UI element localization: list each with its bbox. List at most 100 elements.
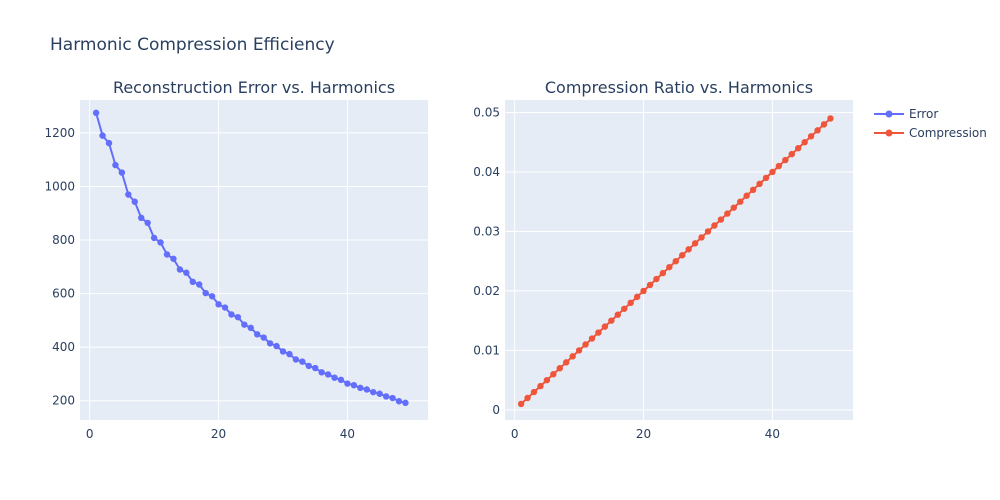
data-point: [795, 144, 802, 152]
axis-ticks-error: 0 20 40 200 400 600 800 1000 1200: [44, 126, 355, 441]
y-tick-label: 0.05: [473, 105, 500, 119]
data-point: [99, 132, 106, 139]
data-point: [704, 228, 712, 235]
data-point: [221, 304, 229, 311]
subplot-title-compression: Compression Ratio vs. Harmonics: [545, 78, 813, 97]
data-point: [711, 222, 718, 229]
legend[interactable]: Error Compression: [874, 107, 987, 140]
axis-ticks-compression: 0 20 40 0 0.01 0.02 0.03 0.04 0.05: [473, 105, 780, 441]
data-point: [92, 109, 100, 117]
data-point: [395, 398, 403, 405]
y-tick-label: 600: [52, 287, 75, 301]
data-point: [595, 329, 602, 336]
data-point: [762, 174, 770, 182]
y-tick-label: 0.01: [473, 343, 500, 357]
data-point: [775, 162, 783, 170]
data-point: [208, 293, 216, 300]
legend-item-error[interactable]: Error: [874, 107, 938, 121]
data-point: [550, 371, 557, 378]
x-tick-label: 20: [636, 427, 651, 441]
y-tick-label: 0.02: [473, 284, 500, 298]
data-point: [370, 388, 377, 396]
data-point: [382, 393, 390, 400]
data-point: [666, 263, 673, 271]
y-tick-label: 1000: [44, 179, 75, 193]
y-tick-label: 0.04: [473, 165, 500, 179]
data-point: [614, 311, 621, 318]
data-point: [125, 191, 132, 198]
data-point: [312, 364, 319, 372]
data-point: [827, 115, 834, 122]
y-tick-label: 1200: [44, 126, 75, 140]
data-point: [324, 371, 332, 378]
gridlines-compression: [505, 100, 853, 420]
data-point: [685, 246, 692, 253]
data-point: [189, 278, 196, 286]
data-point: [537, 382, 544, 390]
data-point: [691, 240, 699, 247]
data-point: [801, 139, 808, 146]
data-point: [196, 281, 203, 288]
subplot-reconstruction-error: 0 20 40 200 400 600 800 1000 1200 Reconstruction…: [44, 78, 428, 441]
data-point: [202, 289, 209, 297]
data-point: [788, 150, 795, 158]
data-point: [363, 386, 370, 393]
data-point: [627, 299, 634, 307]
legend-label-error: Error: [909, 107, 938, 121]
data-point: [737, 198, 744, 205]
data-point: [376, 390, 383, 397]
data-point: [679, 252, 686, 259]
data-point: [118, 169, 126, 176]
data-point: [588, 335, 596, 342]
data-point: [157, 239, 164, 246]
data-point: [286, 350, 293, 358]
data-point: [228, 311, 235, 318]
data-point: [357, 384, 364, 392]
data-point: [575, 347, 583, 354]
data-point: [556, 365, 563, 372]
data-point: [743, 192, 750, 199]
data-point: [402, 399, 409, 407]
data-point: [144, 219, 151, 227]
legend-marker-compression: [885, 129, 893, 137]
data-point: [241, 321, 248, 328]
data-point: [756, 180, 763, 188]
data-point: [814, 127, 821, 134]
data-point: [646, 281, 654, 289]
data-point: [717, 216, 725, 223]
series-compression: [517, 115, 834, 408]
data-point: [659, 269, 667, 277]
data-point: [254, 331, 261, 338]
data-point: [569, 353, 576, 360]
data-point: [318, 369, 325, 376]
data-point: [176, 266, 184, 273]
legend-label-compression: Compression: [909, 126, 987, 140]
y-tick-label: 200: [52, 394, 75, 408]
subplot-compression-ratio: 0 20 40 0 0.01 0.02 0.03 0.04 0.05 Compression R…: [473, 78, 853, 441]
data-point: [563, 359, 570, 366]
data-point: [183, 269, 190, 276]
data-point: [749, 186, 757, 194]
data-point: [105, 139, 113, 147]
data-point: [582, 341, 589, 348]
plot-area-error: [80, 100, 428, 420]
legend-item-compression[interactable]: Compression: [874, 126, 987, 140]
data-point: [138, 214, 145, 222]
y-tick-label: 0: [492, 403, 500, 417]
data-point: [543, 376, 551, 384]
data-point: [640, 287, 647, 295]
data-point: [279, 348, 287, 355]
gridlines-error: [80, 100, 428, 420]
series-error: [92, 109, 409, 407]
x-tick-label: 0: [86, 427, 94, 441]
data-point: [266, 340, 274, 347]
data-point: [344, 380, 351, 387]
data-point: [234, 313, 242, 321]
data-point: [337, 376, 345, 384]
data-point: [820, 121, 828, 128]
data-point: [163, 251, 171, 258]
data-point: [782, 156, 789, 164]
data-point: [530, 388, 538, 396]
